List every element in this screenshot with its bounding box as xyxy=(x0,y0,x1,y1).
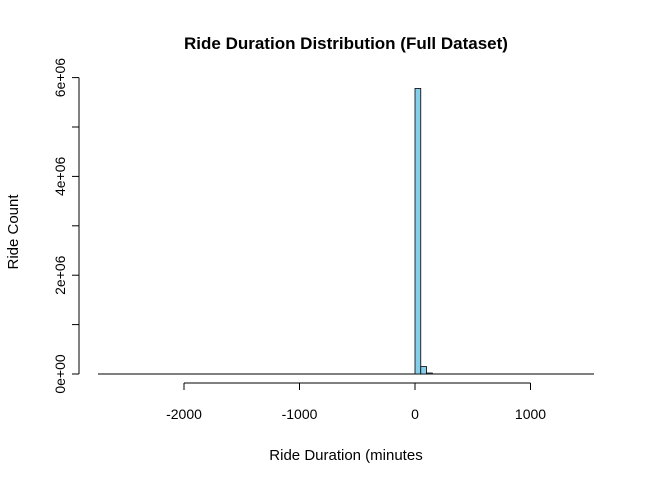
x-axis: -2000 -1000 0 1000 xyxy=(166,382,546,422)
bars-group xyxy=(414,88,433,375)
histogram-bar-1 xyxy=(420,366,427,375)
y-axis: 0e+00 2e+06 4e+06 6e+06 xyxy=(52,58,80,394)
y-tick-label-2: 2e+06 xyxy=(52,255,68,295)
y-axis-label: Ride Count xyxy=(5,194,22,270)
y-tick-label-0: 0e+00 xyxy=(52,354,68,394)
chart-title: Ride Duration Distribution (Full Dataset… xyxy=(184,34,508,53)
x-axis-label: Ride Duration (minutes xyxy=(269,447,422,464)
y-tick-label-6: 6e+06 xyxy=(52,58,68,98)
y-tick-label-4: 4e+06 xyxy=(52,157,68,197)
histogram-bar-2 xyxy=(426,372,433,375)
histogram-bar-0 xyxy=(414,88,422,375)
x-tick-label-3: 1000 xyxy=(515,406,546,422)
x-tick-label-0: -2000 xyxy=(166,406,202,422)
x-tick-label-2: 0 xyxy=(411,406,419,422)
x-tick-label-1: -1000 xyxy=(282,406,318,422)
